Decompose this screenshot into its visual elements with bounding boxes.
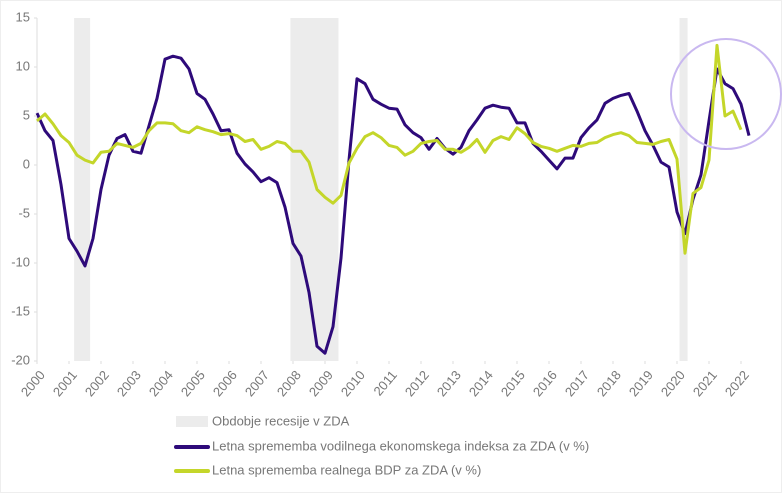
legend-label: Letna sprememba realnega BDP za ZDA (v %… (212, 462, 481, 477)
y-tick-label: -15 (11, 303, 30, 318)
x-tick-label: 2005 (178, 367, 208, 399)
x-tick-label: 2017 (562, 367, 592, 399)
x-tick-label: 2001 (50, 367, 80, 399)
x-tick-label: 2020 (658, 367, 688, 399)
y-tick-label: 15 (16, 9, 30, 24)
y-tick-label: -10 (11, 254, 30, 269)
legend-label: Letna sprememba vodilnega ekonomskega in… (212, 438, 589, 453)
x-tick-label: 2008 (274, 367, 304, 399)
x-tick-label: 2010 (338, 367, 368, 399)
x-tick-label: 2016 (530, 367, 560, 399)
series-line (36, 43, 743, 255)
y-tick-label: -5 (18, 205, 30, 220)
y-tick-label: 0 (23, 156, 30, 171)
x-tick-label: 2003 (114, 367, 144, 399)
x-tick-label: 2006 (210, 367, 240, 399)
x-tick-label: 2021 (690, 367, 720, 399)
legend-label: Obdobje recesije v ZDA (212, 413, 350, 428)
x-tick-label: 2018 (594, 367, 624, 399)
series-line (35, 54, 751, 355)
y-tick-label: -20 (11, 352, 30, 367)
highlight-circle (670, 38, 782, 150)
y-tick-label: 5 (23, 107, 30, 122)
legend-swatch (176, 416, 208, 427)
x-tick-label: 2007 (242, 367, 272, 399)
recession-band (679, 18, 688, 361)
x-tick-label: 2000 (18, 367, 48, 399)
recession-band (74, 18, 91, 361)
x-tick-label: 2009 (306, 367, 336, 399)
x-tick-label: 2011 (370, 367, 399, 398)
x-tick-label: 2019 (626, 367, 656, 399)
x-tick-label: 2015 (498, 367, 528, 399)
x-tick-label: 2004 (146, 367, 176, 399)
x-tick-label: 2013 (434, 367, 464, 399)
recession-band (290, 18, 339, 361)
x-tick-label: 2014 (466, 367, 496, 399)
y-tick-label: 10 (16, 58, 30, 73)
x-tick-label: 2022 (722, 367, 752, 399)
x-tick-label: 2012 (402, 367, 432, 399)
x-tick-label: 2002 (82, 367, 112, 399)
